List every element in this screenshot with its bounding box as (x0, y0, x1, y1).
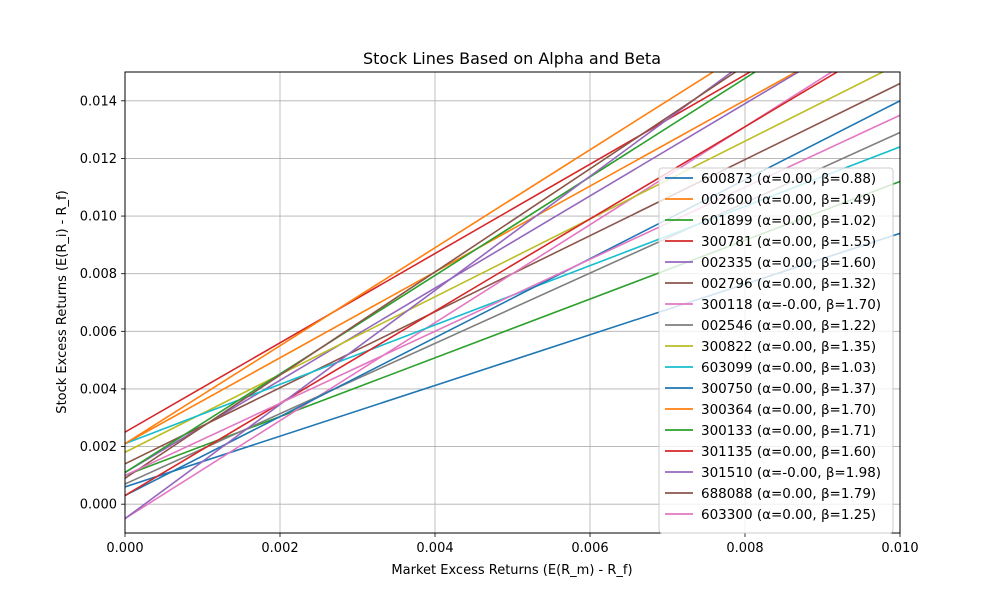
legend-label: 300133 (α=0.00, β=1.71) (701, 423, 876, 439)
legend-label: 603099 (α=0.00, β=1.03) (701, 360, 876, 376)
x-tick-label: 0.010 (881, 541, 918, 556)
series-line (125, 72, 757, 474)
legend-label: 300822 (α=0.00, β=1.35) (701, 339, 876, 355)
chart-title: Stock Lines Based on Alpha and Beta (363, 49, 661, 68)
x-tick-label: 0.008 (726, 541, 763, 556)
series-line (125, 72, 834, 520)
series-lines (125, 72, 900, 520)
series-line (125, 99, 900, 497)
x-axis-label: Market Excess Returns (E(R_m) - R_f) (391, 563, 632, 578)
y-tick-label: 0.004 (80, 382, 117, 397)
y-axis-label: Stock Excess Returns (E(R_i) - R_f) (55, 190, 70, 413)
x-tick-label: 0.006 (571, 541, 608, 556)
x-axis-ticks: 0.000 0.002 0.004 0.006 0.008 0.010 (106, 533, 919, 556)
legend-label: 301135 (α=0.00, β=1.60) (701, 444, 876, 460)
y-tick-label: 0.008 (80, 267, 117, 282)
series-line (125, 72, 800, 474)
x-tick-label: 0.000 (106, 541, 143, 556)
y-tick-label: 0.010 (80, 210, 117, 225)
legend-label: 300781 (α=0.00, β=1.55) (701, 234, 876, 250)
legend-box (658, 167, 894, 534)
x-tick-label: 0.004 (416, 541, 453, 556)
series-line (125, 72, 715, 445)
y-tick-label: 0.006 (80, 325, 117, 340)
x-tick-label: 0.002 (261, 541, 298, 556)
legend-label: 688088 (α=0.00, β=1.79) (701, 486, 876, 502)
plot-frame (124, 71, 901, 534)
legend: 600873 (α=0.00, β=0.88) 002600 (α=0.00, β… (658, 167, 894, 534)
legend-label: 300364 (α=0.00, β=1.70) (701, 402, 876, 418)
legend-label: 603300 (α=0.00, β=1.25) (701, 507, 876, 523)
legend-label: 301510 (α=-0.00, β=1.98) (701, 465, 881, 481)
y-tick-label: 0.014 (80, 94, 117, 109)
legend-label: 002546 (α=0.00, β=1.22) (701, 318, 876, 334)
legend-label: 300118 (α=-0.00, β=1.70) (701, 297, 881, 313)
y-tick-label: 0.000 (80, 498, 117, 513)
legend-label: 002335 (α=0.00, β=1.60) (701, 255, 876, 271)
legend-label: 002600 (α=0.00, β=1.49) (701, 192, 876, 208)
series-line (125, 72, 839, 497)
legend-label: 002796 (α=0.00, β=1.32) (701, 276, 876, 292)
series-line (125, 72, 885, 454)
legend-label: 601899 (α=0.00, β=1.02) (701, 213, 876, 229)
y-axis-ticks: 0.000 0.002 0.004 0.006 0.008 0.010 0.012 0.014 (80, 94, 125, 513)
series-line (125, 72, 798, 445)
y-tick-label: 0.012 (80, 152, 117, 167)
legend-label: 600873 (α=0.00, β=0.88) (701, 171, 876, 187)
legend-label: 300750 (α=0.00, β=1.37) (701, 381, 876, 397)
series-line (125, 72, 752, 434)
series-line (125, 72, 734, 520)
series-line (125, 72, 737, 480)
y-tick-label: 0.002 (80, 440, 117, 455)
